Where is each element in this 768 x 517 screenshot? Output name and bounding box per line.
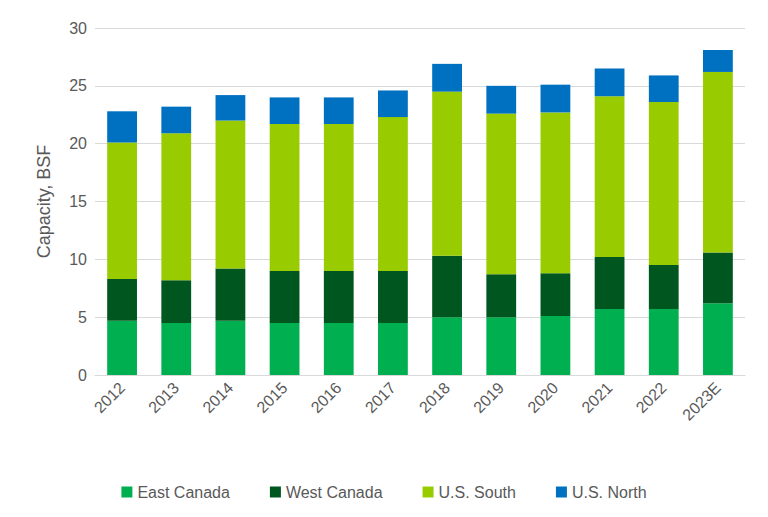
svg-text:Capacity, BSF: Capacity, BSF: [34, 145, 54, 259]
svg-text:2014: 2014: [199, 379, 236, 416]
svg-text:2016: 2016: [308, 379, 345, 416]
svg-text:2021: 2021: [578, 379, 615, 416]
svg-text:2015: 2015: [253, 379, 290, 416]
svg-text:20: 20: [69, 135, 87, 152]
svg-text:2013: 2013: [145, 379, 182, 416]
svg-text:30: 30: [69, 20, 87, 37]
svg-text:2017: 2017: [362, 379, 399, 416]
svg-text:0: 0: [78, 367, 87, 384]
svg-text:2022: 2022: [633, 379, 670, 416]
svg-text:East Canada: East Canada: [137, 484, 230, 501]
svg-text:2012: 2012: [91, 379, 128, 416]
svg-text:2023E: 2023E: [679, 379, 724, 424]
svg-text:U.S. North: U.S. North: [572, 484, 647, 501]
svg-text:15: 15: [69, 193, 87, 210]
svg-text:25: 25: [69, 77, 87, 94]
svg-text:West Canada: West Canada: [286, 484, 383, 501]
svg-text:2020: 2020: [524, 379, 561, 416]
svg-text:2018: 2018: [416, 379, 453, 416]
svg-text:10: 10: [69, 251, 87, 268]
svg-text:U.S. South: U.S. South: [439, 484, 516, 501]
svg-text:2019: 2019: [470, 379, 507, 416]
svg-text:5: 5: [78, 309, 87, 326]
